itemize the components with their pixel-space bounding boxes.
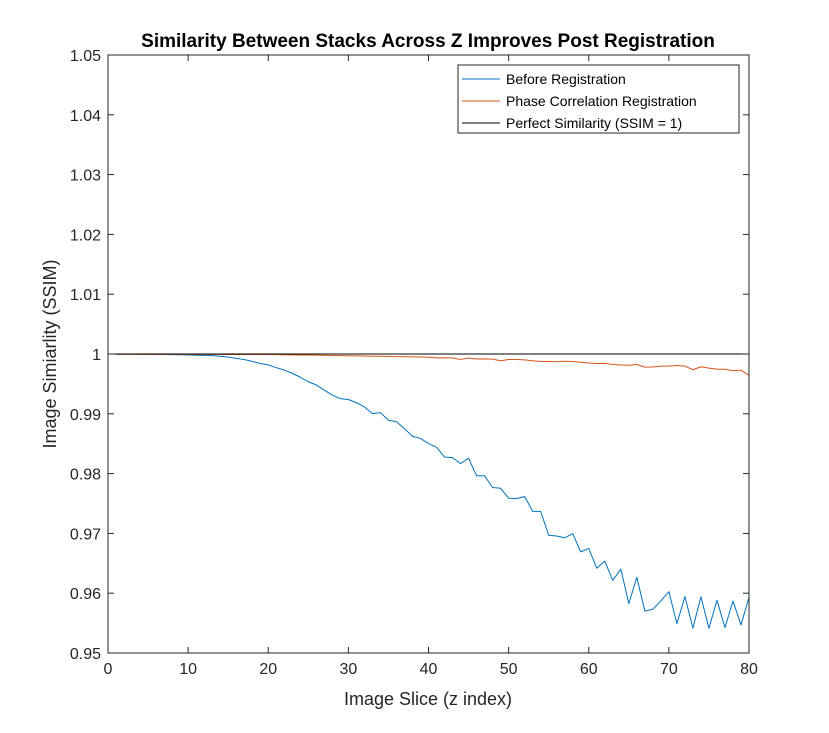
x-axis-label: Image Slice (z index) [344,689,512,709]
x-tick-label: 50 [500,661,518,678]
ticks-layer: 0 10 20 30 40 50 60 70 80 0.95 0.96 0.97 0.98 0.99 1 1.… [70,48,758,678]
y-tick-label: 1.03 [70,168,101,185]
series-line-before-registration [116,353,750,629]
y-tick-label: 0.96 [70,586,101,603]
chart-title: Similarity Between Stacks Across Z Impro… [141,31,715,52]
series-layer [108,353,750,629]
x-tick-label: 10 [179,661,197,678]
y-axis-label: Image Simiarlity (SSIM) [40,259,60,448]
y-tick-label: 0.95 [70,646,101,663]
y-tick-label: 1 [92,347,101,364]
y-tick-label: 0.97 [70,526,101,543]
y-tick-label: 1.01 [70,287,101,304]
x-tick-label: 0 [104,661,113,678]
legend: Before Registration Phase Correlation Reg… [457,64,740,134]
x-tick-label: 30 [339,661,357,678]
y-tick-label: 0.98 [70,467,101,484]
legend-label-phase-correlation-registration: Phase Correlation Registration [506,93,697,109]
y-tick-label: 1.04 [70,108,101,125]
y-tick-label: 1.05 [70,48,101,65]
x-tick-label: 80 [740,661,758,678]
y-tick-label: 1.02 [70,227,101,244]
x-tick-label: 20 [259,661,277,678]
y-tick-label: 0.99 [70,407,101,424]
legend-label-perfect-similarity-ssim-1: Perfect Similarity (SSIM = 1) [506,115,682,131]
x-tick-label: 60 [580,661,598,678]
x-tick-label: 40 [420,661,438,678]
legend-box [457,64,740,134]
legend-label-before-registration: Before Registration [506,71,626,87]
x-tick-label: 70 [660,661,678,678]
